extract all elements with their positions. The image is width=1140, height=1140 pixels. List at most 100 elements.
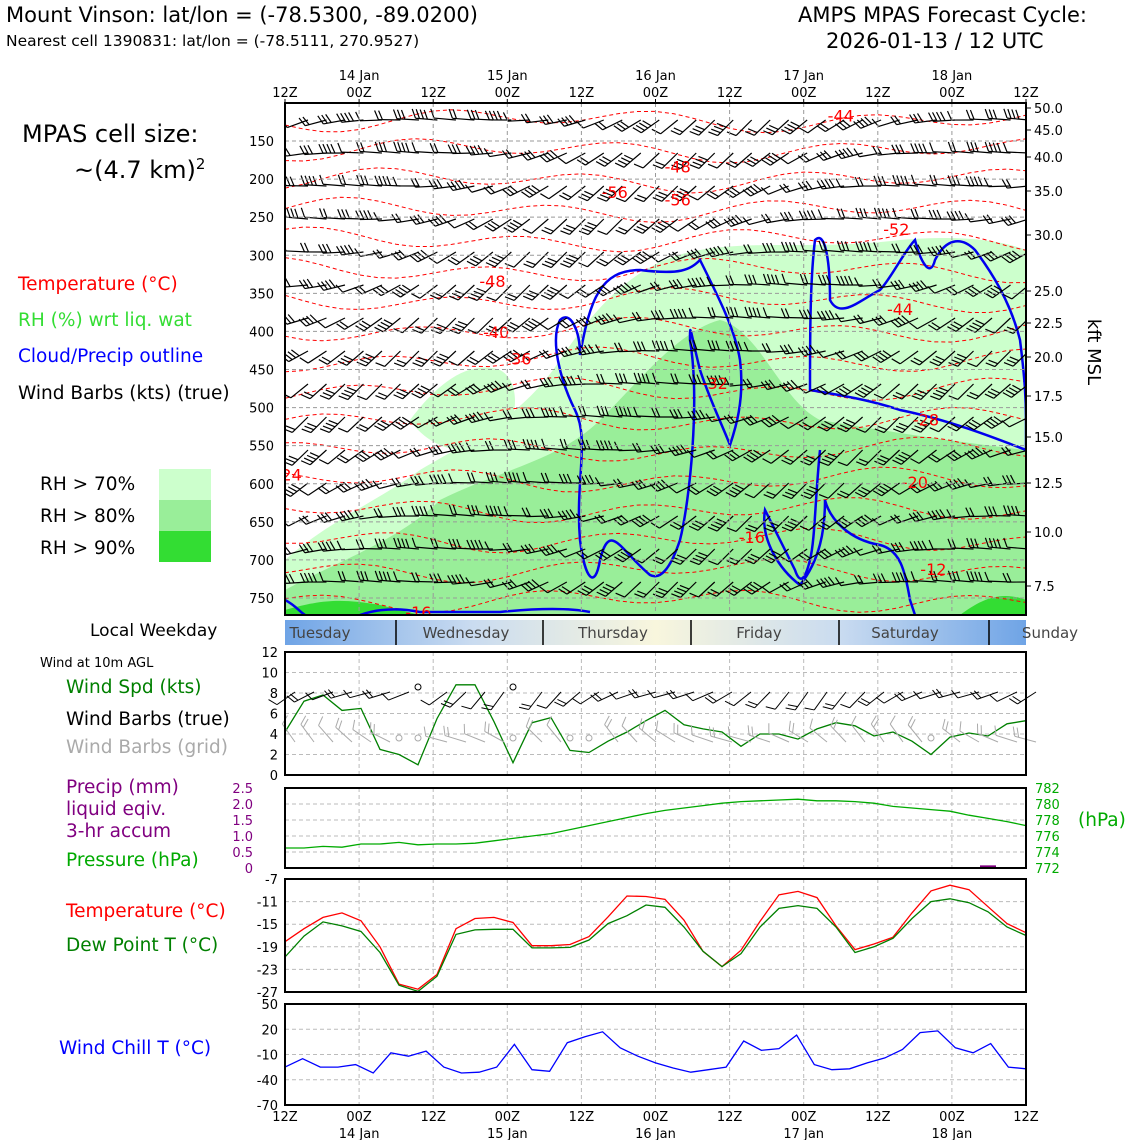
barb-feather: [405, 538, 410, 549]
height-tick-label: 45.0: [1034, 124, 1063, 139]
barb-feather: [579, 317, 588, 326]
barb-feather: [669, 409, 675, 419]
barb-feather: [967, 250, 976, 259]
wind-barb: [743, 152, 771, 167]
barb-feather: [948, 361, 958, 367]
barb-feather: [768, 379, 776, 388]
barb-feather: [546, 114, 554, 124]
barb-feather: [306, 454, 317, 460]
surface-wind-barb: [536, 691, 562, 709]
barb-feather: [652, 372, 657, 383]
barb-feather: [365, 478, 373, 487]
barb-feather: [668, 253, 677, 261]
barb-feather: [809, 485, 819, 491]
barb-feather: [676, 190, 687, 196]
barb-feather: [304, 175, 310, 186]
barb-feather: [1005, 254, 1014, 262]
barb-feather: [877, 175, 883, 186]
barb-shaft: [660, 119, 679, 135]
barb-feather: [895, 243, 901, 253]
wind-barb: [982, 214, 1011, 225]
barb-feather: [446, 182, 454, 191]
barb-shaft: [341, 151, 364, 154]
wind-barb: [874, 449, 900, 466]
barb-feather: [455, 144, 461, 154]
barb-feather: [372, 453, 382, 461]
barb-feather: [705, 452, 714, 460]
barb-feather: [298, 279, 306, 289]
barb-feather: [781, 459, 791, 465]
barb-feather: [291, 483, 301, 490]
barb-feather: [509, 222, 519, 228]
barb-feather: [542, 349, 551, 358]
barb-feather: [707, 591, 717, 597]
barb-feather: [372, 289, 382, 297]
barb-shaft: [735, 119, 753, 136]
barb-feather: [454, 443, 462, 453]
wind-barbs-upper: [285, 108, 1026, 599]
barb-feather: [439, 353, 449, 359]
barb-feather: [541, 294, 551, 300]
barb-feather: [647, 689, 655, 699]
barb-feather: [565, 346, 573, 355]
barb-feather: [396, 506, 402, 517]
barb-shaft: [882, 383, 900, 399]
barb-shaft: [898, 482, 919, 495]
barb-feather: [1001, 256, 1011, 264]
barb-feather: [709, 450, 718, 458]
barb-feather: [917, 540, 924, 551]
barb-feather: [522, 228, 532, 234]
barb-feather: [927, 483, 936, 492]
wind-barb: [687, 409, 715, 421]
barb-feather: [871, 317, 880, 326]
barb-feather: [945, 721, 949, 732]
wind-barb: [964, 447, 993, 460]
barb-shaft: [346, 416, 364, 433]
barb-feather: [749, 451, 759, 459]
precip-bar: [980, 865, 996, 868]
wind-barb: [947, 570, 974, 583]
barb-feather: [1006, 572, 1012, 583]
weekday-bar-bg: [285, 620, 1026, 645]
barb-shaft: [693, 449, 715, 458]
barb-feather: [743, 588, 753, 595]
grid-wind-barb: [727, 726, 752, 743]
wind-barb: [373, 508, 401, 518]
wind-barb: [466, 472, 493, 484]
barb-feather: [747, 725, 750, 736]
barb-feather: [748, 701, 758, 706]
wind-barb: [539, 508, 567, 519]
barb-feather: [467, 329, 478, 334]
barb-feather: [816, 125, 826, 133]
barb-feather: [842, 546, 851, 555]
barb-feather: [817, 524, 827, 530]
barb-feather: [636, 226, 646, 232]
barb-feather: [964, 451, 973, 460]
barb-feather: [454, 180, 462, 190]
barb-shaft: [396, 580, 419, 583]
barb-shaft: [692, 316, 715, 319]
barb-feather: [487, 383, 496, 392]
barb-feather: [742, 417, 751, 426]
wind-barb: [799, 515, 827, 531]
barb-feather: [1008, 215, 1017, 224]
barb-feather: [967, 362, 977, 368]
barb-feather: [420, 385, 430, 391]
barb-feather: [987, 289, 997, 297]
barb-feather: [506, 224, 516, 231]
barb-feather: [448, 473, 453, 483]
barb-feather: [928, 539, 934, 550]
barb-feather: [945, 288, 955, 296]
wind-barb: [285, 449, 309, 466]
barb-feather: [302, 279, 310, 289]
wind-barb: [669, 218, 697, 232]
barb-feather: [341, 392, 351, 398]
barb-feather: [650, 255, 659, 263]
barb-feather: [945, 481, 953, 490]
wind-barb: [799, 273, 826, 286]
wind-barb: [318, 449, 346, 465]
barb-feather: [397, 141, 402, 152]
barb-feather: [423, 726, 427, 737]
barb-feather: [614, 556, 624, 563]
barb-feather: [835, 390, 845, 397]
